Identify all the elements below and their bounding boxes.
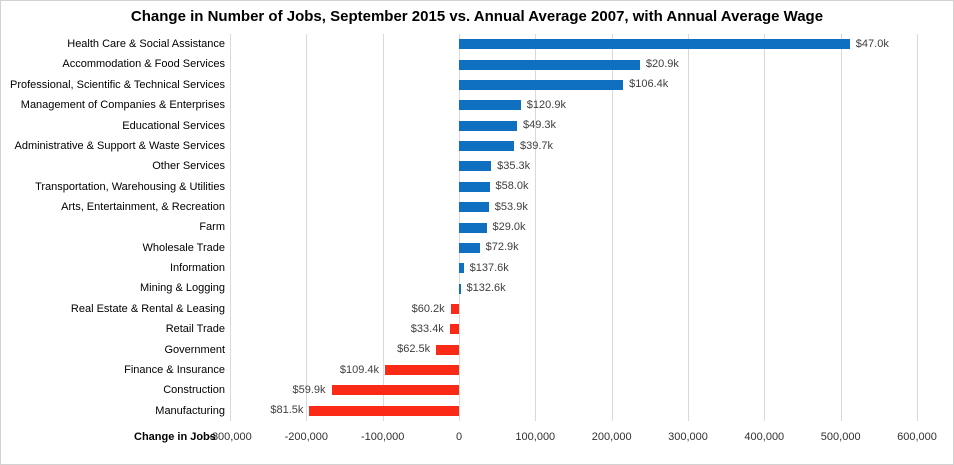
wage-label: $59.9k [292, 383, 326, 396]
x-tick-label: 0 [455, 431, 463, 443]
bar [459, 59, 640, 70]
category-label: Management of Companies & Enterprises [20, 99, 225, 112]
gridline [611, 34, 613, 421]
gridline [230, 34, 231, 421]
bar [459, 202, 489, 213]
bar [459, 222, 487, 233]
wage-label: $35.3k [497, 159, 531, 172]
gridline [917, 34, 918, 421]
gridline [535, 34, 537, 421]
category-label: Mining & Logging [139, 282, 225, 295]
bar [385, 365, 459, 376]
bar [459, 263, 464, 274]
wage-label: $137.6k [469, 261, 509, 274]
category-label: Health Care & Social Assistance [67, 38, 225, 50]
bar [449, 324, 459, 335]
category-label: Arts, Entertainment, & Recreation [61, 200, 225, 213]
wage-label: $33.4k [410, 322, 444, 335]
bar [309, 405, 459, 416]
x-tick-label: 100,000 [515, 431, 556, 443]
x-tick-label: -300,000 [208, 431, 252, 443]
gridline [306, 34, 308, 421]
wage-label: $81.5k [270, 404, 304, 417]
x-tick-label: 400,000 [744, 431, 785, 443]
wage-label: $62.5k [397, 343, 431, 356]
bar [459, 79, 624, 90]
bar [459, 283, 461, 294]
bar [436, 344, 459, 355]
category-label: Administrative & Support & Waste Service… [14, 139, 225, 152]
bar [459, 141, 514, 151]
x-tick-label: 200,000 [591, 431, 632, 443]
category-label: Manufacturing [155, 404, 225, 417]
wage-label: $58.0k [495, 180, 529, 193]
x-tick-label: 300,000 [668, 431, 708, 443]
category-label: Farm [199, 221, 225, 234]
gridline [382, 34, 384, 421]
wage-label: $49.3k [523, 119, 557, 132]
bar [459, 161, 492, 172]
wage-label: $60.2k [411, 302, 445, 315]
category-label: Wholesale Trade [142, 241, 225, 254]
category-label: Professional, Scientific & Technical Ser… [9, 78, 225, 91]
wage-label: $132.6k [466, 282, 506, 295]
category-label: Accommodation & Food Services [62, 58, 225, 71]
wage-label: $29.0k [492, 221, 526, 233]
wage-label: $106.4k [629, 78, 669, 91]
wage-label: $39.7k [520, 139, 554, 152]
wage-label: $109.4k [339, 363, 379, 376]
bar [459, 120, 517, 131]
category-label: Real Estate & Rental & Leasing [70, 302, 225, 315]
wage-label: $120.9k [526, 98, 566, 111]
category-label: Finance & Insurance [124, 363, 225, 376]
category-label: Retail Trade [165, 323, 225, 336]
bar [459, 181, 490, 192]
bar [459, 100, 521, 111]
category-label: Educational Services [122, 119, 225, 132]
wage-label: $20.9k [645, 58, 679, 71]
wage-label: $47.0k [855, 37, 889, 50]
x-tick-label: -200,000 [284, 431, 329, 443]
wage-label: $72.9k [485, 241, 519, 254]
gridline [840, 34, 842, 421]
category-label: Other Services [152, 160, 225, 173]
bar [331, 385, 459, 396]
chart-title: Change in Number of Jobs, September 2015… [130, 8, 824, 25]
gridline [764, 34, 766, 421]
bar [450, 304, 459, 314]
gridline [688, 34, 689, 421]
category-label: Construction [163, 384, 225, 397]
bar [459, 39, 850, 50]
wage-label: $53.9k [494, 200, 528, 213]
category-label: Transportation, Warehousing & Utilities [35, 180, 225, 193]
bar [459, 242, 480, 253]
x-tick-label: 600,000 [897, 431, 937, 443]
x-tick-label: 500,000 [820, 431, 861, 443]
x-tick-label: -100,000 [360, 431, 405, 443]
category-label: Information [169, 262, 225, 275]
x-axis-title: Change in Jobs [134, 431, 216, 443]
category-label: Government [164, 343, 225, 356]
